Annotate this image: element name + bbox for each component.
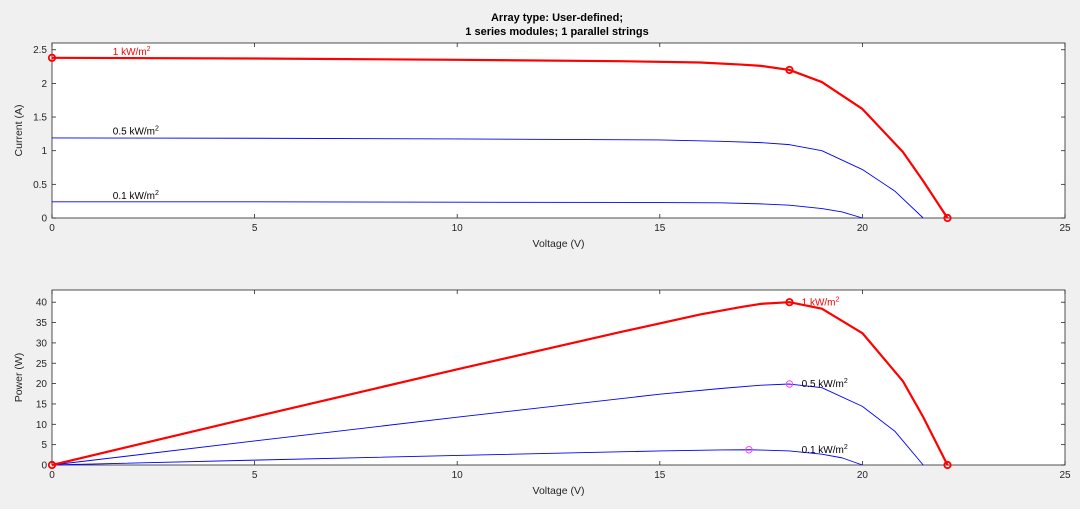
iv-x-tick-label: 0 bbox=[49, 223, 55, 234]
pv-label-0-5: 0.5 kW/m2 bbox=[802, 378, 848, 390]
pv-x-tick-label: 15 bbox=[654, 470, 666, 481]
pv-x-axis-label: Voltage (V) bbox=[533, 485, 585, 497]
pv-plot-area bbox=[51, 289, 1066, 466]
figure-title-line-1: Array type: User-defined; bbox=[491, 12, 623, 24]
pv-x-tick-label: 0 bbox=[49, 470, 55, 481]
iv-label-1-superscript: 2 bbox=[147, 46, 151, 53]
iv-x-tick-label: 25 bbox=[1059, 223, 1071, 234]
pv-x-tick-label: 5 bbox=[252, 470, 258, 481]
pv-y-axis-label: Power (W) bbox=[13, 353, 25, 403]
iv-series-0-5-line bbox=[52, 137, 924, 219]
iv-label-0-1: 0.1 kW/m2 bbox=[113, 190, 159, 202]
pv-series-0-1-marker bbox=[745, 446, 753, 454]
iv-label-0-5: 0.5 kW/m2 bbox=[113, 126, 159, 138]
pv-y-tick-label: 15 bbox=[36, 399, 48, 410]
pv-series-0-1-line bbox=[52, 449, 863, 466]
iv-y-axis-label: Current (A) bbox=[13, 105, 25, 157]
iv-x-axis-label: Voltage (V) bbox=[533, 238, 585, 250]
pv-label-1-superscript: 2 bbox=[836, 296, 840, 303]
pv-x-tick-label: 20 bbox=[857, 470, 869, 481]
iv-series-0-1-line bbox=[52, 201, 863, 219]
iv-plot-area bbox=[51, 42, 1066, 219]
iv-series-1-marker bbox=[943, 213, 952, 223]
iv-curve-plot: 0 5 10 15 20 25 0 0.5 1 1.5 2 2.5 Voltage (V) Current… bbox=[13, 42, 1071, 250]
pv-label-1: 1 kW/m2 bbox=[802, 296, 840, 308]
pv-series-1-marker bbox=[47, 460, 57, 470]
pv-series-1-marker bbox=[943, 460, 952, 470]
pv-label-0-1-superscript: 2 bbox=[844, 444, 848, 451]
iv-y-tick-label: 1 bbox=[41, 146, 47, 157]
iv-y-tick-label: 1.5 bbox=[33, 113, 47, 124]
pv-series-0-5-line bbox=[52, 383, 924, 466]
iv-y-tick-label: 2.5 bbox=[33, 45, 47, 56]
pv-y-tick-label: 5 bbox=[41, 440, 47, 451]
pv-y-tick-label: 40 bbox=[36, 298, 48, 309]
pv-label-0-1: 0.1 kW/m2 bbox=[802, 444, 848, 456]
pv-x-tick-label: 10 bbox=[452, 470, 464, 481]
pv-y-tick-label: 20 bbox=[36, 379, 48, 390]
pv-y-tick-label: 25 bbox=[36, 359, 48, 370]
iv-y-tick-label: 2 bbox=[41, 79, 47, 90]
iv-x-tick-label: 15 bbox=[654, 223, 666, 234]
iv-series-1-marker bbox=[785, 65, 794, 75]
pv-series-1-marker bbox=[785, 298, 794, 307]
pv-x-tick-label: 25 bbox=[1059, 470, 1071, 481]
pv-y-tick-label: 0 bbox=[41, 461, 47, 472]
pv-y-tick-label: 35 bbox=[36, 318, 48, 329]
iv-series-1-marker bbox=[47, 53, 57, 62]
pv-series-0-5-marker bbox=[785, 380, 794, 388]
pv-curve-plot: 0 5 10 15 20 25 0 5 10 15 20 25 30 35 40 Voltage (V) Pow… bbox=[13, 289, 1071, 497]
pv-y-tick-label: 10 bbox=[36, 420, 48, 431]
iv-label-1: 1 kW/m2 bbox=[113, 46, 151, 58]
figure-title-line-2: 1 series modules; 1 parallel strings bbox=[465, 26, 648, 38]
pv-label-0-5-superscript: 2 bbox=[844, 378, 848, 385]
iv-label-0-1-superscript: 2 bbox=[155, 190, 159, 197]
iv-y-tick-label: 0 bbox=[41, 214, 47, 225]
iv-x-tick-label: 5 bbox=[252, 223, 258, 234]
iv-y-tick-label: 0.5 bbox=[33, 180, 47, 191]
pv-series-1-line bbox=[52, 301, 949, 467]
iv-label-0-5-superscript: 2 bbox=[155, 126, 159, 133]
iv-x-tick-label: 10 bbox=[452, 223, 464, 234]
pv-y-tick-label: 30 bbox=[36, 338, 48, 349]
iv-x-tick-label: 20 bbox=[857, 223, 869, 234]
iv-series-1-line bbox=[52, 56, 949, 219]
